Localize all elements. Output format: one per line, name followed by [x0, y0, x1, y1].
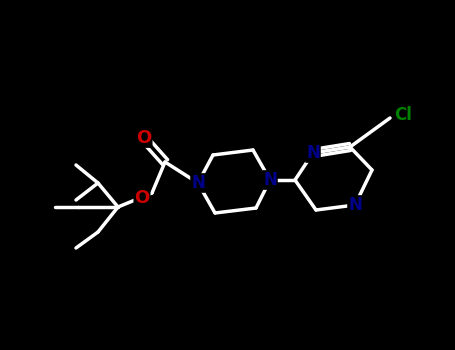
Text: N: N: [263, 171, 277, 189]
Text: N: N: [348, 196, 362, 214]
Text: Cl: Cl: [394, 106, 412, 124]
Text: N: N: [191, 174, 205, 192]
Text: O: O: [136, 129, 152, 147]
Text: O: O: [134, 189, 150, 207]
Text: N: N: [306, 144, 320, 162]
